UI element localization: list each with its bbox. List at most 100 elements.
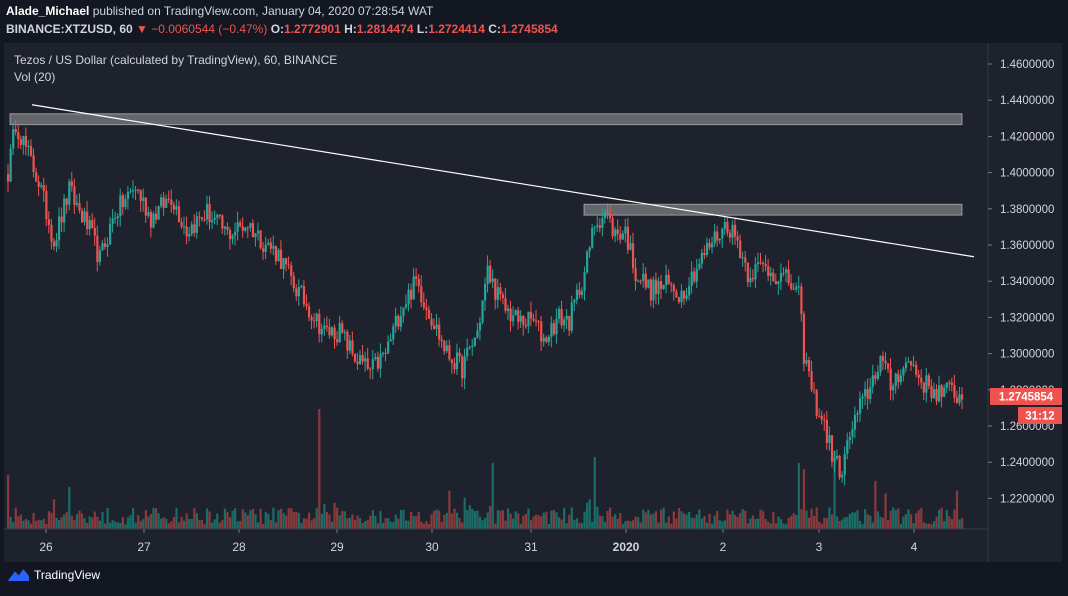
candle-body [670, 284, 673, 286]
candle-body [234, 231, 237, 236]
candle-body [91, 220, 94, 228]
candle-body [746, 262, 749, 283]
volume-bar [754, 518, 757, 529]
volume-bar [427, 524, 431, 529]
candle-body [190, 224, 193, 235]
candle-body [948, 382, 951, 384]
volume-bar [208, 511, 211, 529]
candle-body [647, 279, 650, 288]
volume-bar [50, 512, 53, 529]
volume-bar [486, 512, 489, 529]
volume-bar [116, 522, 119, 529]
candle-body [736, 236, 739, 241]
volume-bar [496, 510, 499, 529]
volume-bar [35, 520, 38, 529]
candle-body [565, 315, 568, 320]
candle-body [282, 258, 285, 269]
candle-body [272, 246, 275, 249]
chart-background [4, 43, 1062, 562]
volume-bar [83, 518, 86, 529]
volume-bar [430, 514, 433, 529]
volume-bar [682, 513, 686, 529]
candle-body [769, 272, 772, 277]
volume-bar [422, 523, 425, 529]
volume-bar [598, 515, 601, 529]
candle-body [343, 331, 346, 333]
trendline [31, 104, 975, 258]
volume-bar [506, 508, 510, 529]
volume-bar [170, 521, 173, 529]
volume-bar [249, 510, 252, 529]
volume-bar [943, 521, 946, 529]
candle-body [394, 315, 397, 327]
volume-bar [494, 523, 497, 529]
candle-body [542, 337, 545, 342]
volume-bar [389, 521, 392, 529]
volume-bar [114, 521, 117, 529]
candle-body [364, 358, 367, 362]
time-axis[interactable]: 26 27 28 29 30 31 2020 2 3 4 [39, 529, 918, 554]
price-badges: 1.2745854 31:12 [990, 388, 1062, 424]
candle-body [453, 363, 456, 370]
chart-area[interactable]: 1.4600000 1.4400000 1.4200000 1.4000000 1.38… [4, 43, 1062, 562]
candle-body [532, 318, 535, 321]
volume-bar [848, 513, 851, 529]
candle-body [338, 323, 341, 343]
volume-bar [733, 514, 737, 529]
volume-bar [78, 510, 81, 529]
volume-bar [925, 523, 928, 529]
volume-bar [670, 523, 673, 529]
candle-body [871, 375, 874, 387]
candle-body [80, 210, 84, 223]
volume-bar [129, 515, 132, 529]
volume-bar [769, 523, 772, 529]
author-name[interactable]: Alade_Michael [6, 4, 90, 18]
candle-body [359, 355, 362, 365]
volume-bar [950, 518, 953, 529]
candle-body [157, 206, 160, 220]
volume-bar [379, 510, 382, 529]
candle-body [144, 197, 147, 216]
candle-body [711, 243, 714, 248]
price-tick-label: 1.2200000 [1000, 493, 1054, 505]
volume-bar [677, 508, 681, 529]
volume-bar [932, 521, 936, 529]
volume-bar [861, 523, 864, 529]
volume-bar [739, 512, 742, 529]
brand[interactable]: TradingView [8, 568, 100, 582]
candle-body [264, 244, 267, 252]
candle-body [731, 224, 734, 238]
volume-bar [121, 517, 124, 529]
candle-body [718, 238, 721, 241]
candle-body [27, 146, 30, 148]
candle-body [563, 319, 566, 326]
candle-body [790, 283, 793, 289]
candle-body [830, 435, 834, 462]
volume-bar [183, 520, 186, 529]
volume-bar [565, 523, 568, 529]
candle-body [792, 288, 795, 290]
volume-bar [468, 505, 471, 529]
volume-bar [779, 519, 783, 529]
candle-body [180, 222, 183, 227]
volume-bar [193, 508, 196, 529]
volume-bar [287, 508, 290, 529]
candle-body [887, 363, 890, 369]
volume-bar [471, 508, 474, 529]
price-chart[interactable]: 1.4600000 1.4400000 1.4200000 1.4000000 1.38… [4, 43, 1062, 562]
volume-bar [60, 517, 63, 529]
candle-body [14, 129, 17, 133]
volume-bar [588, 499, 591, 529]
volume-bar [721, 521, 724, 529]
volume-bar [828, 507, 831, 529]
candle-body [88, 220, 91, 230]
volume-bar [708, 513, 711, 529]
volume-bar [864, 509, 867, 529]
time-tick-label: 2020 [613, 540, 640, 554]
volume-bar [307, 512, 311, 529]
volume-bar [12, 522, 15, 529]
volume-bar [631, 520, 635, 529]
candle-body [858, 398, 862, 414]
volume-bar [267, 513, 270, 529]
candle-body [172, 204, 176, 210]
